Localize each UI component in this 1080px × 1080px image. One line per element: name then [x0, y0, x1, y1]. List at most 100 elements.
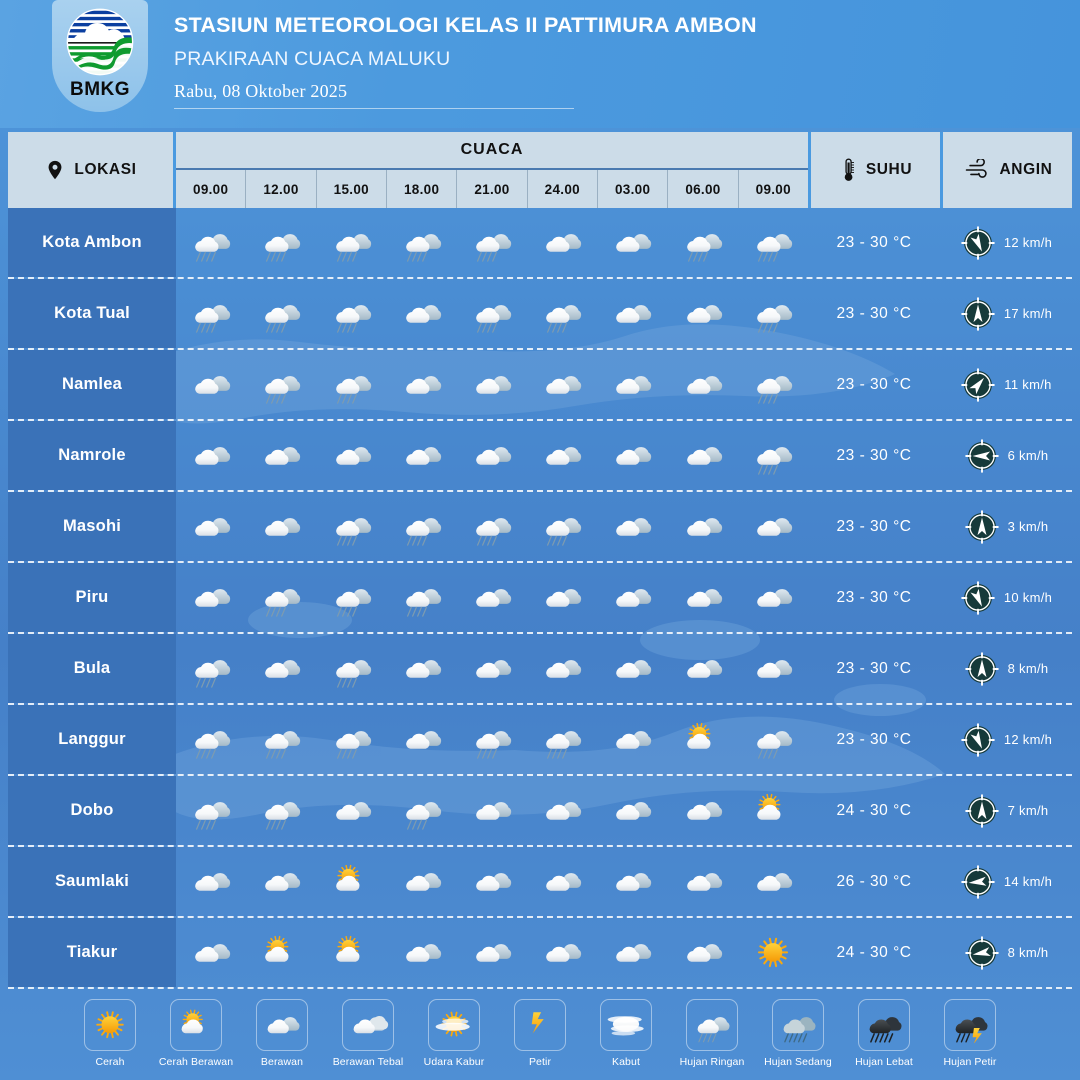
weather-icon-berawan: [738, 492, 808, 561]
compass-icon: [960, 722, 996, 758]
weather-icon-hujan-ringan: [457, 492, 527, 561]
weather-icon-hujan-ringan: [387, 563, 457, 632]
weather-icon-hujan-ringan: [387, 208, 457, 277]
wind-cell: 17 km/h: [940, 279, 1072, 348]
legend-icon-hujan-petir: [944, 999, 996, 1051]
legend-label: Cerah Berawan: [158, 1056, 234, 1068]
weather-icon-berawan: [668, 776, 738, 845]
wind-speed-value: 14 km/h: [1003, 874, 1053, 889]
weather-cells: [176, 847, 808, 916]
weather-icon-berawan: [668, 918, 738, 987]
location-name: Namlea: [8, 350, 176, 419]
weather-icon-hujan-ringan: [738, 421, 808, 490]
weather-cells: [176, 421, 808, 490]
weather-icon-berawan: [738, 847, 808, 916]
legend-label: Udara Kabur: [423, 1056, 485, 1068]
weather-icon-berawan: [597, 492, 667, 561]
location-name: Masohi: [8, 492, 176, 561]
bmkg-logo-icon: [66, 8, 134, 76]
legend-item-hujan-lebat: Hujan Lebat: [848, 999, 920, 1068]
legend-item-petir: Petir: [504, 999, 576, 1068]
compass-icon: [964, 935, 1000, 971]
wind-speed-value: 10 km/h: [1003, 590, 1053, 605]
weather-icon-berawan: [597, 634, 667, 703]
wind-speed-value: 11 km/h: [1004, 377, 1052, 392]
legend-icon-hujan-lebat: [858, 999, 910, 1051]
wind-icon: [963, 159, 993, 181]
bmkg-logo: BMKG: [52, 0, 148, 112]
temperature-value: 23 - 30 °C: [836, 375, 912, 393]
table-row: Masohi 23 - 30 °C 3 km/h: [8, 492, 1072, 563]
column-header-lokasi: LOKASI: [8, 132, 176, 208]
weather-cells: [176, 918, 808, 987]
legend-label: Berawan Tebal: [332, 1056, 404, 1068]
time-header-7: 06.00: [668, 170, 739, 208]
weather-icon-hujan-ringan: [176, 705, 246, 774]
wind-speed-value: 17 km/h: [1003, 306, 1053, 321]
weather-icon-hujan-ringan: [176, 634, 246, 703]
table-row: Piru 23 - 30 °C 10 km/h: [8, 563, 1072, 634]
weather-cells: [176, 279, 808, 348]
thermometer-icon: [839, 157, 859, 183]
temperature-value: 26 - 30 °C: [836, 872, 912, 890]
wind-speed-value: 3 km/h: [1007, 519, 1049, 534]
weather-icon-hujan-ringan: [246, 208, 316, 277]
weather-icon-berawan: [457, 421, 527, 490]
legend-icon-berawan: [256, 999, 308, 1051]
weather-icon-berawan: [457, 634, 527, 703]
legend-label: Cerah: [95, 1056, 125, 1068]
weather-icon-hujan-ringan: [387, 492, 457, 561]
weather-icon-berawan: [668, 634, 738, 703]
legend-icon-cerah-berawan: [170, 999, 222, 1051]
weather-cells: [176, 705, 808, 774]
weather-icon-berawan: [597, 847, 667, 916]
weather-icon-hujan-ringan: [246, 350, 316, 419]
legend-item-cerah-berawan: Cerah Berawan: [158, 999, 234, 1068]
table-header-row: LOKASI CUACA 09.00 12.00 15.00 18.00 21.00 24…: [8, 132, 1072, 208]
legend-label: Hujan Ringan: [679, 1056, 745, 1068]
weather-icon-berawan: [527, 208, 597, 277]
weather-icon-berawan: [387, 421, 457, 490]
weather-icon-berawan: [176, 918, 246, 987]
wind-cell: 12 km/h: [940, 208, 1072, 277]
wind-cell: 11 km/h: [940, 350, 1072, 419]
weather-icon-berawan: [527, 918, 597, 987]
weather-icon-berawan: [387, 705, 457, 774]
wind-speed-value: 8 km/h: [1007, 661, 1049, 676]
weather-icon-berawan: [176, 350, 246, 419]
wind-speed-value: 7 km/h: [1007, 803, 1049, 818]
weather-icon-berawan: [597, 918, 667, 987]
table-row: Namrole 23 - 30 °C 6 km/h: [8, 421, 1072, 492]
weather-icon-berawan: [597, 776, 667, 845]
weather-cells: [176, 563, 808, 632]
weather-icon-berawan: [246, 492, 316, 561]
weather-icon-hujan-ringan: [316, 705, 386, 774]
weather-icon-hujan-ringan: [457, 279, 527, 348]
weather-icon-cerah-berawan: [738, 776, 808, 845]
weather-icon-berawan: [457, 776, 527, 845]
compass-icon: [960, 225, 996, 261]
weather-icon-hujan-ringan: [738, 705, 808, 774]
location-name: Kota Tual: [8, 279, 176, 348]
compass-icon: [964, 509, 1000, 545]
legend-icon-cerah: [84, 999, 136, 1051]
weather-cells: [176, 492, 808, 561]
forecast-table: LOKASI CUACA 09.00 12.00 15.00 18.00 21.00 24…: [8, 132, 1072, 989]
temperature-value: 23 - 30 °C: [836, 233, 912, 251]
compass-icon: [964, 651, 1000, 687]
temperature-value: 23 - 30 °C: [836, 446, 912, 464]
weather-icon-berawan: [527, 421, 597, 490]
weather-icon-berawan: [176, 421, 246, 490]
location-name: Namrole: [8, 421, 176, 490]
weather-icon-berawan: [457, 350, 527, 419]
location-pin-icon: [44, 159, 66, 181]
wind-speed-value: 6 km/h: [1007, 448, 1049, 463]
legend-item-kabut: Kabut: [590, 999, 662, 1068]
weather-icon-berawan: [246, 847, 316, 916]
compass-icon: [960, 580, 996, 616]
temperature-value: 23 - 30 °C: [836, 730, 912, 748]
weather-icon-hujan-ringan: [176, 279, 246, 348]
weather-icon-hujan-ringan: [457, 208, 527, 277]
column-header-cuaca: CUACA 09.00 12.00 15.00 18.00 21.00 24.00 03.0…: [176, 132, 808, 208]
wind-cell: 10 km/h: [940, 563, 1072, 632]
